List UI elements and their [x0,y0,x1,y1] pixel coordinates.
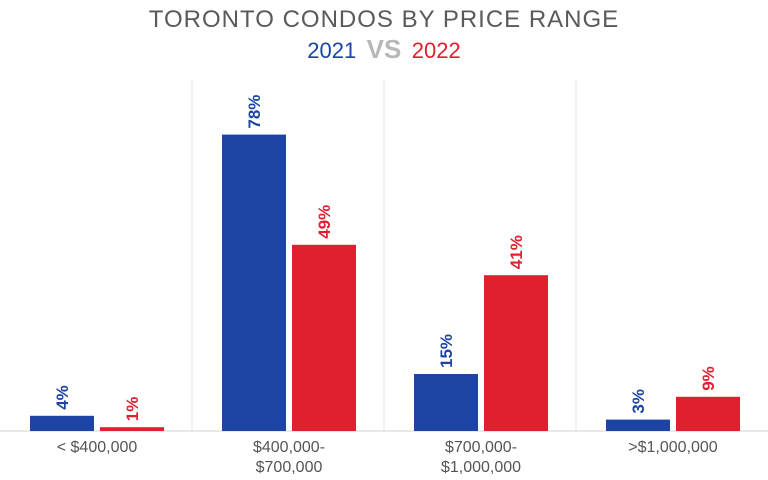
chart-title: TORONTO CONDOS BY PRICE RANGE [149,6,619,33]
category-label-line: < $400,000 [57,439,138,456]
subtitle-2021: 2021 [307,38,356,63]
data-label-2022-2: 41% [507,235,526,269]
data-label-2021-1: 78% [245,95,264,129]
category-label-line: $700,000 [256,459,323,476]
chart-subtitle: 2021 VS 2022 [307,34,461,64]
category-label: $400,000- $700,000 [253,439,325,476]
category-label-line: $700,000- [445,439,517,456]
category-label: >$1,000,000 [628,439,718,456]
bar-2022-1 [292,244,356,431]
plot-area: 4% 1% < $400,000 78% 49% $400,000- $700,000 15%… [0,80,768,476]
subtitle-2022: 2022 [412,38,461,63]
data-label-2022-0: 1% [123,397,142,422]
bar-2022-0 [100,427,164,431]
bar-2022-2 [484,275,548,431]
bar-2022-3 [676,396,740,431]
data-label-2021-3: 3% [629,389,648,414]
subtitle-vs: VS [367,34,402,64]
category-label-line: $1,000,000 [441,459,521,476]
data-label-2021-2: 15% [437,334,456,368]
category-label-line: >$1,000,000 [628,439,718,456]
bar-2021-0 [30,415,94,431]
data-label-2021-0: 4% [53,385,72,410]
category-label: $700,000- $1,000,000 [441,439,521,476]
data-label-2022-1: 49% [315,205,334,239]
category-label-line: $400,000- [253,439,325,456]
data-label-2022-3: 9% [699,366,718,391]
bar-2021-1 [222,134,286,431]
bar-2021-2 [414,374,478,431]
bar-2021-3 [606,419,670,431]
category-label: < $400,000 [57,439,138,456]
